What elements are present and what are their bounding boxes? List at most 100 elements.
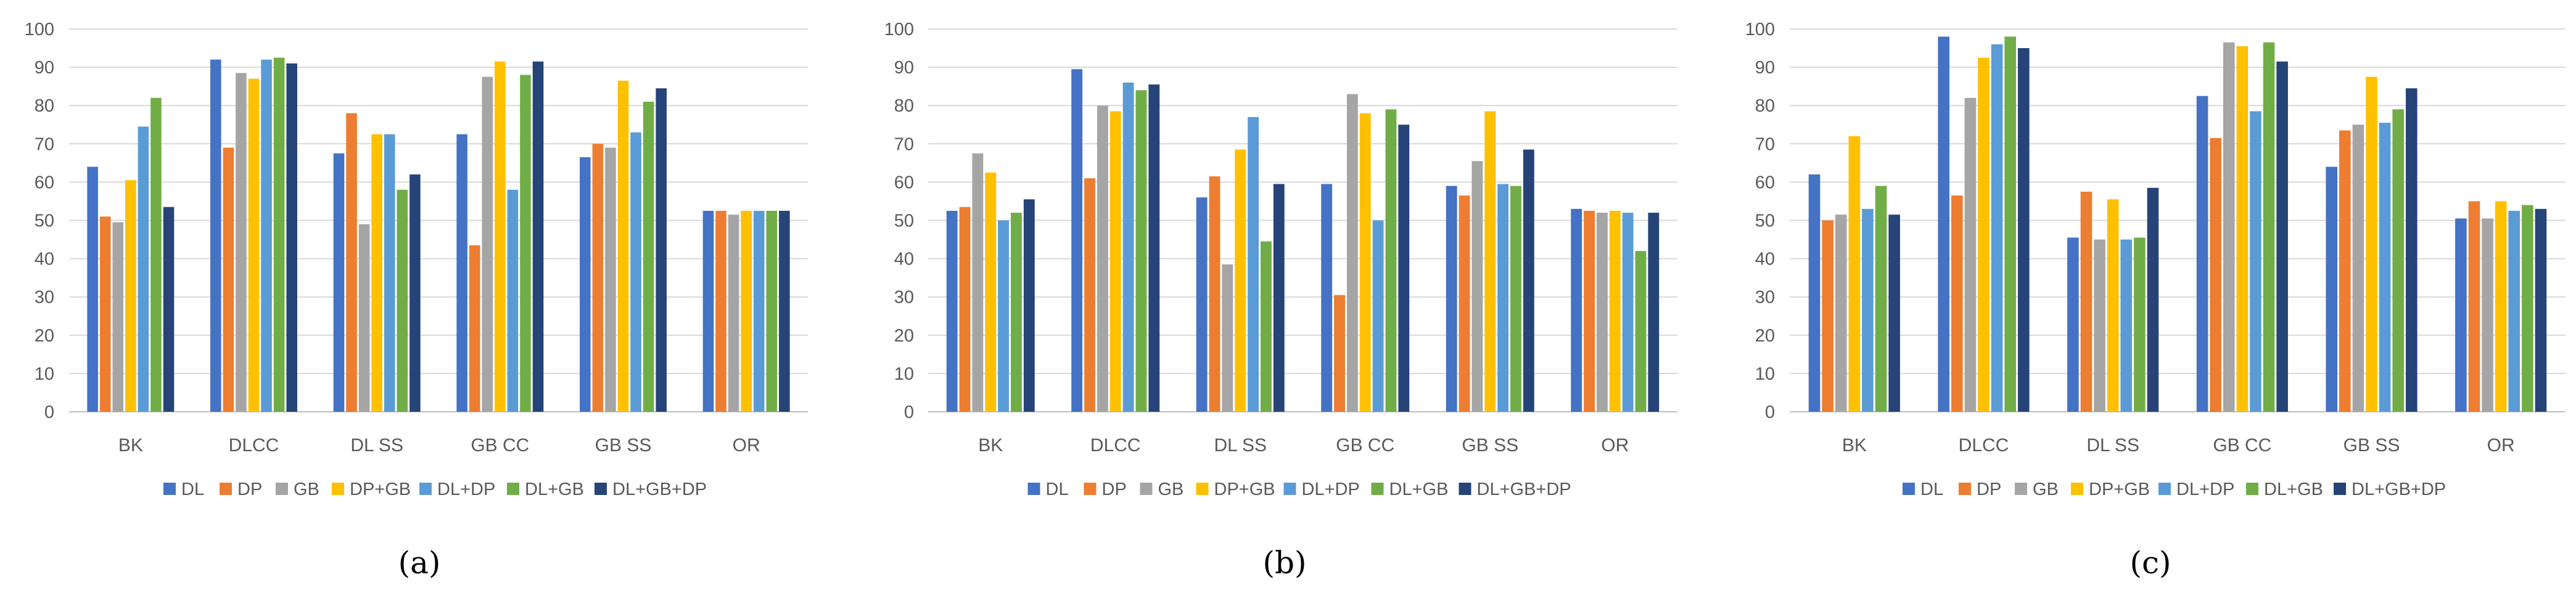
bar-gb-or bbox=[2482, 218, 2493, 412]
bar-dp-gb-cc bbox=[1334, 295, 1345, 412]
y-tick-label: 10 bbox=[35, 364, 54, 384]
y-tick-label: 30 bbox=[1755, 288, 1775, 308]
y-tick-label: 30 bbox=[894, 288, 914, 308]
bar-dp-dl-ss bbox=[346, 113, 357, 412]
legend-label: GB bbox=[1158, 480, 1184, 499]
chart-panel-0: 0 10 20 30 40 50 60 70 80 90 100 BK DLCC DL SS GB CC GB… bbox=[25, 20, 808, 581]
x-category-label: BK bbox=[118, 435, 143, 456]
y-tick-label: 60 bbox=[35, 173, 54, 192]
y-tick-label: 40 bbox=[35, 250, 54, 269]
bar-dl-gb-dp-gb-ss bbox=[656, 88, 667, 412]
bar-dl-dp-dl-ss bbox=[1248, 117, 1259, 412]
bar-dl-gb-dp-or bbox=[779, 210, 790, 412]
legend-label: DL+GB bbox=[1389, 480, 1449, 499]
bar-dp-bk bbox=[959, 207, 971, 412]
chart-panel-2: 0 10 20 30 40 50 60 70 80 90 100 BK DLCC DL SS GB CC GB… bbox=[1745, 20, 2566, 581]
legend-label: DL+DP bbox=[2176, 480, 2234, 499]
bar-dl-gb-dlcc bbox=[273, 57, 285, 412]
bar-dl-dp-gb-cc bbox=[1372, 220, 1384, 412]
bar-gb-bk bbox=[112, 222, 124, 412]
bar-gb-dlcc bbox=[1097, 105, 1108, 412]
bar-dp-dlcc bbox=[1084, 178, 1095, 412]
y-tick-label: 60 bbox=[1755, 173, 1775, 192]
legend-label: GB bbox=[2033, 480, 2059, 499]
bar-dl-gb-dp-bk bbox=[163, 207, 175, 412]
bar-gb-dlcc bbox=[1964, 97, 1977, 412]
bar-gb-bk bbox=[1835, 215, 1847, 412]
y-tick-label: 50 bbox=[894, 211, 914, 231]
x-category-label: BK bbox=[1842, 435, 1867, 456]
chart-panel-1: 0 10 20 30 40 50 60 70 80 90 100 BK DLCC DL SS GB CC GB… bbox=[884, 20, 1677, 581]
legend-label: DL+DP bbox=[1302, 480, 1360, 499]
bar-dl-bk bbox=[1808, 174, 1821, 412]
bar-dl-bk bbox=[946, 210, 958, 412]
y-tick-label: 20 bbox=[35, 326, 54, 346]
y-tick-label: 40 bbox=[894, 250, 914, 269]
bar-dl-gb-dp-gb-cc bbox=[2276, 61, 2288, 412]
bar-dl-gb-gb-cc bbox=[520, 75, 531, 412]
panel-caption: (b) bbox=[1262, 545, 1306, 581]
y-tick-label: 60 bbox=[894, 173, 914, 192]
bar-dl-gb-cc bbox=[456, 134, 467, 412]
legend-label: DP bbox=[1977, 480, 2001, 499]
legend-label: DL+GB+DP bbox=[1477, 480, 1571, 499]
bar-dl-gb-gb-cc bbox=[2263, 42, 2275, 412]
bar-dl-gb-bk bbox=[1011, 213, 1022, 412]
y-tick-label: 20 bbox=[894, 326, 914, 346]
legend-swatch bbox=[2334, 483, 2346, 495]
bar-dl-gb-dp-gb-cc bbox=[532, 61, 544, 412]
bar-dl-or bbox=[702, 210, 714, 412]
y-tick-label: 70 bbox=[894, 134, 914, 154]
bar-dp-gb-dlcc bbox=[248, 78, 260, 412]
bar-dp-gb-gb-cc bbox=[2236, 46, 2249, 412]
bar-dp-dl-ss bbox=[1209, 176, 1220, 412]
bar-dl-dp-gb-ss bbox=[2379, 123, 2391, 412]
bar-dp-gb-gb-ss bbox=[617, 80, 629, 412]
bar-gb-gb-ss bbox=[1471, 161, 1483, 412]
legend-swatch bbox=[419, 483, 432, 495]
bar-gb-bk bbox=[972, 153, 984, 412]
bar-dl-bk bbox=[87, 166, 98, 412]
bar-dl-gb-dp-dl-ss bbox=[2147, 187, 2159, 412]
bar-dl-dp-or bbox=[753, 210, 765, 412]
bar-dl-dp-bk bbox=[138, 126, 149, 412]
bar-dp-gb-bk bbox=[1848, 136, 1861, 412]
bar-dl-gb-dp-bk bbox=[1888, 215, 1900, 412]
y-tick-label: 30 bbox=[35, 288, 54, 308]
bar-dl-gb-or bbox=[766, 210, 778, 412]
bar-dp-gb-bk bbox=[125, 180, 136, 412]
bar-dp-gb-cc bbox=[469, 245, 480, 412]
bar-dl-dl-ss bbox=[1196, 197, 1208, 412]
legend-swatch bbox=[2071, 483, 2083, 495]
bar-gb-dl-ss bbox=[2094, 239, 2105, 412]
bar-gb-gb-cc bbox=[2223, 42, 2235, 412]
legend-swatch bbox=[276, 483, 288, 495]
bar-dl-dp-bk bbox=[998, 220, 1010, 412]
bar-dp-gb-dlcc bbox=[1978, 57, 1990, 412]
legend-swatch bbox=[1459, 483, 1471, 495]
bar-dp-gb-gb-ss bbox=[2366, 76, 2377, 412]
legend-label: DL bbox=[1920, 480, 1943, 499]
x-category-label: OR bbox=[2487, 435, 2515, 456]
bar-dl-gb-gb-ss bbox=[643, 101, 654, 412]
bar-dl-dp-dl-ss bbox=[384, 134, 395, 412]
bar-dl-gb-dp-or bbox=[2535, 208, 2547, 412]
bar-dl-dlcc bbox=[210, 59, 221, 412]
y-tick-label: 100 bbox=[884, 20, 914, 39]
bar-dl-or bbox=[2455, 218, 2467, 412]
x-category-label: DL SS bbox=[350, 435, 403, 456]
legend-swatch bbox=[1027, 483, 1040, 495]
legend-swatch bbox=[1084, 483, 1097, 495]
x-category-label: OR bbox=[733, 435, 760, 456]
y-tick-label: 0 bbox=[1765, 403, 1775, 422]
bar-dp-gb-or bbox=[2495, 201, 2507, 412]
legend-swatch bbox=[1283, 483, 1296, 495]
x-category-label: OR bbox=[1601, 435, 1629, 456]
legend-label: DL bbox=[1046, 480, 1069, 499]
bar-dl-or bbox=[1571, 208, 1582, 412]
bar-dl-gb-dp-gb-ss bbox=[1523, 149, 1534, 412]
bar-dp-gb-dl-ss bbox=[1235, 149, 1246, 412]
legend-label: DL+GB bbox=[525, 480, 584, 499]
bar-dl-dp-gb-ss bbox=[630, 132, 641, 412]
